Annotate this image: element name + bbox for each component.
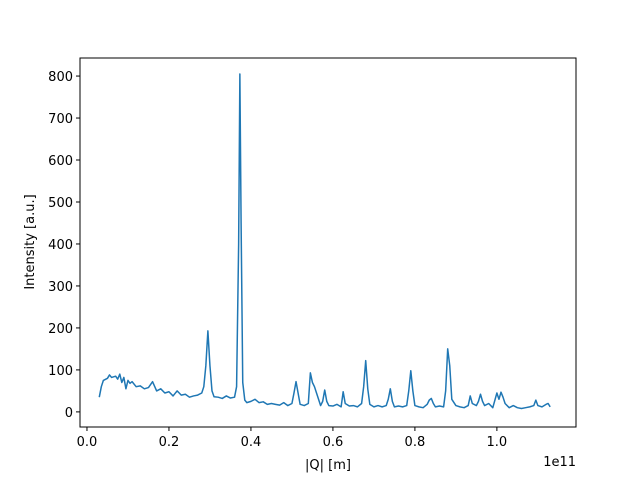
y-tick-label: 600 (48, 154, 73, 169)
y-tick-label: 200 (48, 322, 73, 337)
x-tick-label: 0.2 (159, 435, 180, 450)
y-tick-label: 300 (48, 280, 73, 295)
y-tick-label: 700 (48, 112, 73, 127)
data-line (98, 73, 551, 410)
y-tick-label: 100 (48, 364, 73, 379)
x-tick-label: 1.0 (487, 435, 508, 450)
y-tick-label: 0 (65, 406, 73, 421)
x-offset-text: 1e11 (543, 455, 576, 470)
plot-frame (79, 57, 577, 428)
y-tick-label: 400 (48, 238, 73, 253)
x-tick-label: 0.6 (323, 435, 344, 450)
x-axis-label: |Q| [m] (305, 458, 351, 473)
y-tick-label: 500 (48, 196, 73, 211)
x-tick-label: 0.0 (77, 435, 98, 450)
x-tick-label: 0.8 (405, 435, 426, 450)
x-tick-label: 0.4 (241, 435, 262, 450)
y-axis-label: Intensity [a.u.] (23, 194, 38, 289)
y-tick-label: 800 (48, 70, 73, 85)
